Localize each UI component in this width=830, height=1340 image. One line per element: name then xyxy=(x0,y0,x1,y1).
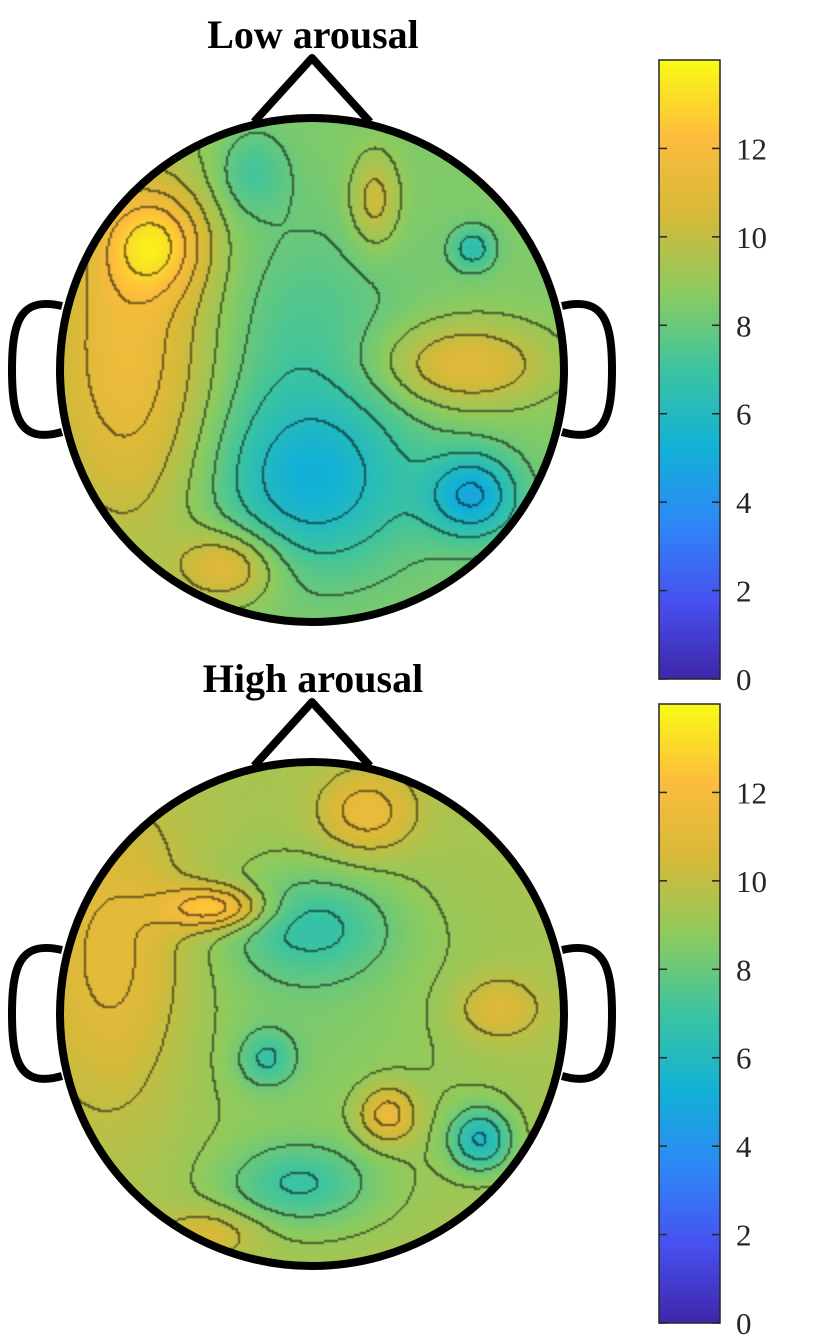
colorbar-tick-label: 10 xyxy=(736,220,767,255)
colorbar-high-arousal: 0 2 4 6 8 10 12 xyxy=(658,703,767,1340)
colorbar-tick-label: 12 xyxy=(736,775,767,810)
chart-title: High arousal xyxy=(203,656,423,701)
colorbar-ticks: 0 2 4 6 8 10 12 xyxy=(659,131,767,697)
colorbar-tick-label: 6 xyxy=(736,1041,752,1076)
colorbar-tick-label: 2 xyxy=(736,1218,752,1253)
colorbar-tick-label: 8 xyxy=(736,952,752,987)
left-ear-shape xyxy=(8,944,64,1083)
nose-shape xyxy=(251,698,373,769)
colorbar-tick-label: 0 xyxy=(736,1306,752,1340)
left-ear-shape xyxy=(8,300,64,439)
colorbar-bar xyxy=(658,703,721,1324)
right-ear-shape xyxy=(560,944,616,1083)
colorbar-tick-label: 4 xyxy=(736,1129,752,1164)
colorbar-tick-label: 2 xyxy=(736,574,752,609)
head-circle xyxy=(56,758,568,1270)
chart-title: Low arousal xyxy=(207,12,419,57)
colorbar-bar xyxy=(658,59,721,680)
scalp-map-high-arousal xyxy=(60,762,564,1266)
right-ear-shape xyxy=(560,300,616,439)
head-circle xyxy=(56,114,568,626)
colorbar-ticks: 0 2 4 6 8 10 12 xyxy=(659,775,767,1340)
topoplot-high-arousal: High arousal 0 2 4 6 8 10 12 xyxy=(8,656,767,1340)
colorbar-tick-label: 0 xyxy=(736,662,752,697)
topoplot-low-arousal: Low arousal 0 2 4 6 8 10 12 xyxy=(8,12,767,697)
head-outline xyxy=(8,54,616,626)
scalp-map-low-arousal xyxy=(60,118,564,622)
head-outline xyxy=(8,698,616,1270)
colorbar-tick-label: 10 xyxy=(736,864,767,899)
colorbar-low-arousal: 0 2 4 6 8 10 12 xyxy=(658,59,767,697)
nose-shape xyxy=(251,54,373,125)
colorbar-tick-label: 12 xyxy=(736,131,767,166)
colorbar-tick-label: 4 xyxy=(736,485,752,520)
colorbar-tick-label: 8 xyxy=(736,308,752,343)
colorbar-tick-label: 6 xyxy=(736,397,752,432)
